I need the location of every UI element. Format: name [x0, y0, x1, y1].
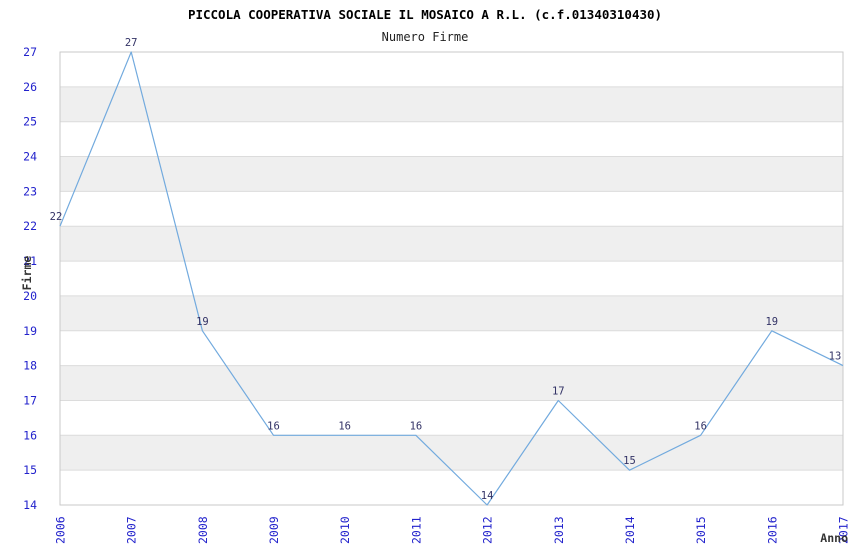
y-tick-label: 25 — [23, 115, 37, 129]
point-label: 22 — [50, 211, 63, 223]
x-tick-label: 2010 — [338, 516, 352, 544]
y-tick-label: 14 — [23, 498, 37, 512]
plot-border-rect — [59, 51, 844, 506]
plot-band — [60, 86, 843, 122]
x-tick-label: 2008 — [196, 516, 210, 544]
plot-band — [60, 226, 843, 262]
point-label: 14 — [481, 490, 494, 502]
x-tick-label: 2009 — [267, 516, 281, 544]
y-tick-label: 15 — [23, 463, 37, 477]
point-label: 17 — [552, 386, 565, 398]
chart-title: PICCOLA COOPERATIVA SOCIALE IL MOSAICO A… — [188, 7, 662, 22]
y-axis-tick-labels: 14 15 16 17 18 19 20 21 22 23 24 25 26 27 — [23, 45, 37, 512]
x-tick-label: 2015 — [694, 516, 708, 544]
x-tick-label: 2016 — [765, 516, 779, 544]
chart-subtitle: Numero Firme — [382, 30, 469, 44]
data-line — [59, 51, 844, 506]
plot-band — [60, 156, 843, 192]
y-tick-label: 20 — [23, 289, 37, 303]
x-axis-tick-labels: 2006 2007 2008 2009 2010 2011 2012 2013 2014 2015… — [54, 516, 850, 544]
y-tick-label: 22 — [23, 219, 37, 233]
point-label: 16 — [338, 420, 351, 432]
x-tick-label: 2012 — [481, 516, 495, 544]
point-label: 16 — [267, 420, 280, 432]
point-label: 19 — [196, 316, 209, 328]
y-tick-label: 21 — [23, 254, 37, 268]
point-label: 13 — [829, 351, 842, 363]
plot-border — [59, 51, 844, 506]
y-tick-label: 16 — [23, 428, 37, 442]
x-tick-label: 2014 — [623, 516, 637, 544]
y-tick-label: 19 — [23, 324, 37, 338]
plot-band — [60, 295, 843, 331]
x-tick-label: 2006 — [54, 516, 68, 544]
point-label: 15 — [623, 455, 636, 467]
point-labels: 22 27 19 16 16 16 14 17 15 16 19 13 — [50, 37, 842, 502]
point-label: 16 — [694, 420, 707, 432]
x-tick-label: 2013 — [552, 516, 566, 544]
y-tick-label: 24 — [23, 150, 37, 164]
y-tick-label: 26 — [23, 80, 37, 94]
x-tick-label: 2011 — [409, 516, 423, 544]
plot-band — [60, 435, 843, 471]
y-tick-label: 17 — [23, 394, 37, 408]
x-tick-label: 2017 — [837, 516, 850, 544]
point-label: 16 — [410, 420, 423, 432]
x-axis-label: Anno — [820, 531, 848, 545]
y-tick-label: 27 — [23, 45, 37, 59]
point-label: 19 — [765, 316, 778, 328]
x-tick-label: 2007 — [125, 516, 139, 544]
point-label: 27 — [125, 37, 138, 49]
y-tick-label: 18 — [23, 359, 37, 373]
gridlines — [60, 86, 843, 471]
line-series — [59, 51, 844, 506]
y-tick-label: 23 — [23, 184, 37, 198]
plot-band — [60, 365, 843, 401]
plot-bands — [60, 86, 843, 471]
y-axis-label: Firme — [20, 256, 34, 291]
